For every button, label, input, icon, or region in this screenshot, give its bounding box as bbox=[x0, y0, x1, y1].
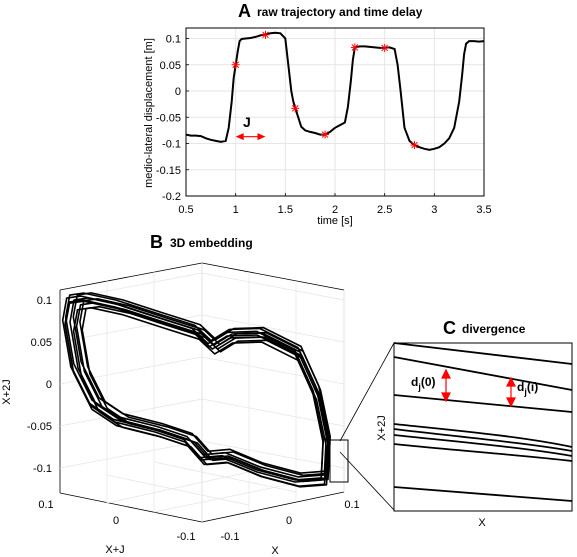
z-tick-label: 0.1 bbox=[37, 295, 52, 307]
delay-markers bbox=[231, 30, 419, 150]
z-tick-label: 0.05 bbox=[31, 337, 52, 349]
zoom-connector-top bbox=[339, 342, 395, 442]
panel-a-grid bbox=[185, 28, 485, 197]
panel-c-title: divergence bbox=[462, 322, 526, 336]
panel-b-3d-box bbox=[59, 262, 345, 523]
panel-b-xtick-1: -0.1 bbox=[221, 531, 240, 543]
delay-marker bbox=[261, 30, 270, 39]
panel-b: B 3D embedding -0.1 -0.05 0 0.05 0.1 0.1 0 bbox=[1, 232, 395, 557]
panel-b-z-ticks: -0.1 -0.05 0 0.05 0.1 bbox=[27, 295, 52, 475]
delay-arrow bbox=[235, 133, 266, 141]
trajectory-loop bbox=[69, 297, 329, 481]
trajectory-loop bbox=[81, 305, 331, 483]
y-tick-label: -0.05 bbox=[156, 112, 181, 124]
panel-c-xlabel: X bbox=[478, 517, 486, 529]
y-tick-label: 0.05 bbox=[160, 60, 181, 72]
panel-b-xlabel: X bbox=[271, 545, 279, 557]
d0-arg: (0) bbox=[421, 375, 436, 389]
delay-label: J bbox=[243, 114, 251, 130]
delay-marker bbox=[410, 141, 419, 150]
z-tick-label: -0.1 bbox=[33, 463, 52, 475]
svg-text:dj(0): dj(0) bbox=[411, 375, 436, 392]
svg-text:dj(i): dj(i) bbox=[517, 380, 538, 397]
panel-a-ylabel: medio-lateral displacement [m] bbox=[143, 38, 155, 188]
panel-b-title: 3D embedding bbox=[170, 236, 253, 250]
panel-c-letter: C bbox=[443, 318, 456, 338]
panel-b-xtick-3: 0.1 bbox=[344, 499, 359, 511]
panel-a-letter: A bbox=[238, 1, 251, 21]
d0-label: dj(0) bbox=[411, 375, 436, 392]
panel-c: C divergence dj(0) dj(i) X X+2J bbox=[376, 318, 573, 529]
z-tick-label: 0 bbox=[46, 379, 52, 391]
divergence-arrows bbox=[441, 368, 516, 408]
panel-b-ytick-3: -0.1 bbox=[177, 531, 196, 543]
x-tick-label: 3.5 bbox=[476, 204, 491, 216]
x-tick-label: 1.5 bbox=[278, 204, 293, 216]
panel-a-x-ticks: 0.5 1 1.5 2 2.5 3 3.5 bbox=[178, 193, 492, 216]
neighbor-trajectories bbox=[393, 342, 573, 502]
trajectory-loop bbox=[72, 292, 330, 474]
zoom-connector-bottom bbox=[339, 451, 395, 511]
di-arg: (i) bbox=[527, 380, 538, 394]
y-tick-label: -0.1 bbox=[162, 139, 181, 151]
trajectory-loop bbox=[72, 307, 328, 487]
di-label: dj(i) bbox=[517, 380, 538, 397]
panel-b-ytick-2: 0 bbox=[113, 515, 119, 527]
x-tick-label: 2.5 bbox=[377, 204, 392, 216]
y-tick-label: 0.1 bbox=[166, 34, 181, 46]
x-tick-label: 0.5 bbox=[178, 204, 193, 216]
d0-sub: j bbox=[417, 382, 421, 392]
delay-marker bbox=[380, 43, 389, 52]
panel-c-ylabel: X+2J bbox=[376, 415, 388, 440]
panel-b-letter: B bbox=[150, 232, 163, 252]
delay-marker bbox=[321, 130, 330, 139]
panel-a-xlabel: time [s] bbox=[317, 215, 352, 227]
x-tick-label: 2 bbox=[332, 204, 338, 216]
y-tick-label: -0.15 bbox=[156, 165, 181, 177]
panel-b-ytick-1: 0.1 bbox=[38, 499, 53, 511]
panel-b-grid bbox=[59, 271, 345, 513]
x-tick-label: 3 bbox=[431, 204, 437, 216]
delay-marker bbox=[231, 60, 240, 69]
delay-marker bbox=[291, 104, 300, 113]
panel-a-y-ticks: -0.2 -0.15 -0.1 -0.05 0 0.05 0.1 bbox=[156, 34, 189, 203]
panel-a-title: raw trajectory and time delay bbox=[257, 5, 423, 19]
delay-marker bbox=[350, 43, 359, 52]
y-tick-label: 0 bbox=[175, 86, 181, 98]
x-tick-label: 1 bbox=[233, 204, 239, 216]
di-sub: j bbox=[523, 387, 527, 397]
attractor-trajectories bbox=[61, 292, 331, 488]
panel-b-xtick-2: 0 bbox=[286, 515, 292, 527]
trajectory-loop bbox=[61, 295, 325, 481]
panel-a: A raw trajectory and time delay 0.5 1 1.5 2… bbox=[143, 1, 492, 227]
panel-b-zlabel: X+2J bbox=[1, 379, 13, 404]
z-tick-label: -0.05 bbox=[27, 421, 52, 433]
di-base: d bbox=[517, 380, 524, 394]
d0-base: d bbox=[411, 375, 418, 389]
panel-b-ylabel: X+J bbox=[105, 544, 124, 556]
trajectory-loop bbox=[64, 292, 328, 478]
y-tick-label: -0.2 bbox=[162, 191, 181, 203]
zoom-window bbox=[329, 439, 349, 483]
